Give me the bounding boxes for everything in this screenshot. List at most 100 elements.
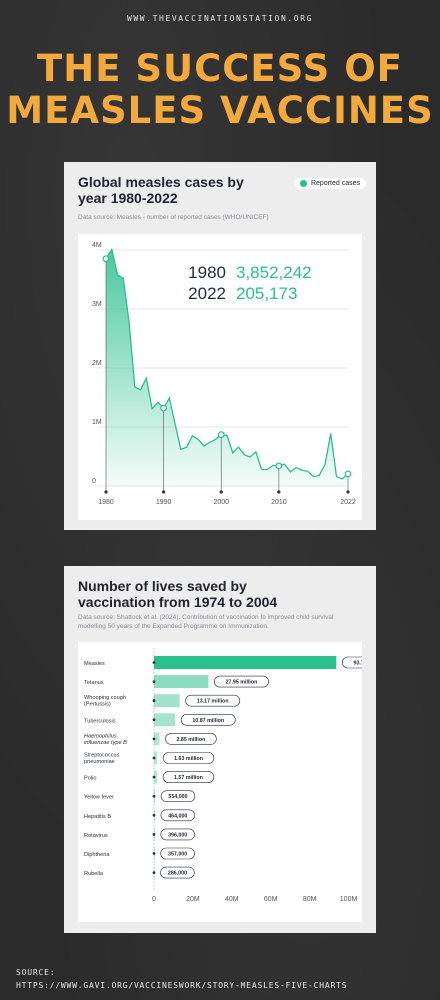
category-label: Diphtheria <box>84 852 110 858</box>
x-tick-label: 60M <box>264 896 278 903</box>
category-label-line: Haemophilus <box>84 733 117 739</box>
y-tick-label: 1M <box>92 419 102 426</box>
bar <box>154 694 180 708</box>
source-url: HTTPS://WWW.GAVI.ORG/VACCINESWORK/STORY-… <box>16 981 348 990</box>
category-label-line: influenzae type B <box>84 740 127 746</box>
category-label: Rotavirus <box>84 833 108 839</box>
category-label-line: Diphtheria <box>84 852 110 858</box>
bar <box>154 713 176 727</box>
bar-origin-dot <box>152 661 156 664</box>
data-point-marker <box>217 431 225 439</box>
value-pill <box>160 809 196 822</box>
bar-origin-dot <box>152 794 156 798</box>
category-label: Haemophilus influenzae type B <box>84 733 127 746</box>
value-label: 1.57 million <box>174 775 203 781</box>
x-tick-label: 2000 <box>213 499 229 506</box>
category-label-line: Yellow fever <box>84 795 114 801</box>
bar-origin-dot <box>152 680 156 683</box>
page-title-line-2: MEASLES VACCINES <box>6 89 434 132</box>
x-tick-label: 1990 <box>156 499 172 506</box>
value-label: 13.17 million <box>197 699 229 705</box>
category-label-line: Tetanus <box>84 680 104 686</box>
lives-data-source: Data source: Shattock et al. (2024). Con… <box>78 614 336 630</box>
legend-label: Reported cases <box>310 180 360 187</box>
marker-base-dot <box>346 490 350 494</box>
page-title: THE SUCCESS OF MEASLES VACCINES <box>0 48 440 132</box>
x-tick-label: 100M <box>340 896 358 903</box>
bar <box>154 675 209 689</box>
bar-origin-dot <box>152 718 156 722</box>
lives-chart-area: Measles 93.71 million Tetanus 27.95 million… <box>78 642 362 922</box>
bar-origin-dot <box>152 871 156 874</box>
value-label: 93.71 million <box>354 661 362 667</box>
cases-data-source: Data source: Measles - number of reporte… <box>78 214 269 221</box>
page-title-line-1: THE SUCCESS OF <box>37 47 403 90</box>
data-point-marker <box>344 470 352 478</box>
value-pill <box>162 771 215 783</box>
value-pill <box>342 656 362 669</box>
value-pill <box>214 675 269 688</box>
x-tick-label: 80M <box>303 896 317 903</box>
category-label-line: Tuberculosis <box>84 718 116 724</box>
value-pill <box>162 752 215 764</box>
value-label: 357,000 <box>168 852 187 858</box>
bar-origin-dot <box>152 833 156 836</box>
source-footer: SOURCE: HTTPS://WWW.GAVI.ORG/VACCINESWOR… <box>16 966 347 992</box>
x-tick-label: 2022 <box>340 499 356 506</box>
y-tick-label: 0 <box>92 478 96 485</box>
value-label: 464,000 <box>168 813 187 819</box>
annotation-value: 3,852,242 <box>236 263 312 282</box>
bar <box>154 770 158 784</box>
category-label: Rubella <box>84 871 104 877</box>
data-point-marker <box>275 462 283 470</box>
bar <box>154 751 158 765</box>
cases-area-chart: 0 1M 2M 3M 4M 1980 1990 2000 2010 2022 1980 3,852,2… <box>92 242 356 506</box>
bar-origin-dot <box>152 756 156 760</box>
y-tick-label: 4M <box>92 242 102 249</box>
cases-line <box>105 247 349 480</box>
area-fill <box>106 249 348 486</box>
category-label-line: Measles <box>84 661 105 667</box>
category-label-line: pneumoniae <box>84 759 115 765</box>
value-label: 286,000 <box>168 871 187 877</box>
marker-base-dot <box>219 490 223 494</box>
value-pill <box>160 790 196 802</box>
x-tick-label: 40M <box>225 896 239 903</box>
bar-origin-dot <box>152 813 156 817</box>
category-label-line: (Pertussis) <box>84 702 111 708</box>
legend-dot-icon <box>299 180 307 187</box>
value-label: 27.95 million <box>226 680 258 686</box>
category-label: Streptococcus pneumoniae <box>84 753 120 766</box>
y-tick-label: 3M <box>92 301 102 308</box>
category-label: Yellow fever <box>84 795 114 801</box>
value-pill <box>160 828 195 841</box>
annotation-year: 1980 <box>188 263 226 282</box>
lives-bar-chart: Measles 93.71 million Tetanus 27.95 million… <box>84 648 362 903</box>
x-tick-label: 20M <box>186 896 200 903</box>
marker-base-dot <box>162 490 166 494</box>
lives-chart-title: Number of lives saved by vaccination fro… <box>78 578 278 610</box>
value-label: 1.63 million <box>174 756 203 762</box>
annotation-value: 205,173 <box>236 284 297 303</box>
bar <box>154 656 337 669</box>
data-point-marker <box>102 255 110 263</box>
value-pill <box>160 866 195 879</box>
chart-legend: Reported cases <box>293 178 366 189</box>
x-tick-label: 0 <box>152 896 156 903</box>
bar-origin-dot <box>152 699 156 703</box>
bar-origin-dot <box>152 852 156 855</box>
bar-origin-dot <box>152 775 156 779</box>
category-label-line: Whooping cough <box>84 695 126 701</box>
lives-saved-card: Number of lives saved by vaccination fro… <box>64 566 376 933</box>
measles-cases-card: Global measles cases by year 1980-2022 R… <box>64 162 376 530</box>
value-label: 10.87 million <box>192 718 224 724</box>
category-label: Hepatitis B <box>84 814 111 820</box>
category-label: Tuberculosis <box>84 718 116 724</box>
value-pill <box>165 733 217 745</box>
category-label-line: Rubella <box>84 871 104 877</box>
site-url: WWW.THEVACCINATIONSTATION.ORG <box>126 14 314 23</box>
x-tick-label: 1980 <box>98 499 114 506</box>
category-label-line: Polio <box>84 776 96 782</box>
category-label-line: Hepatitis B <box>84 814 111 820</box>
source-label: SOURCE: <box>16 968 56 977</box>
